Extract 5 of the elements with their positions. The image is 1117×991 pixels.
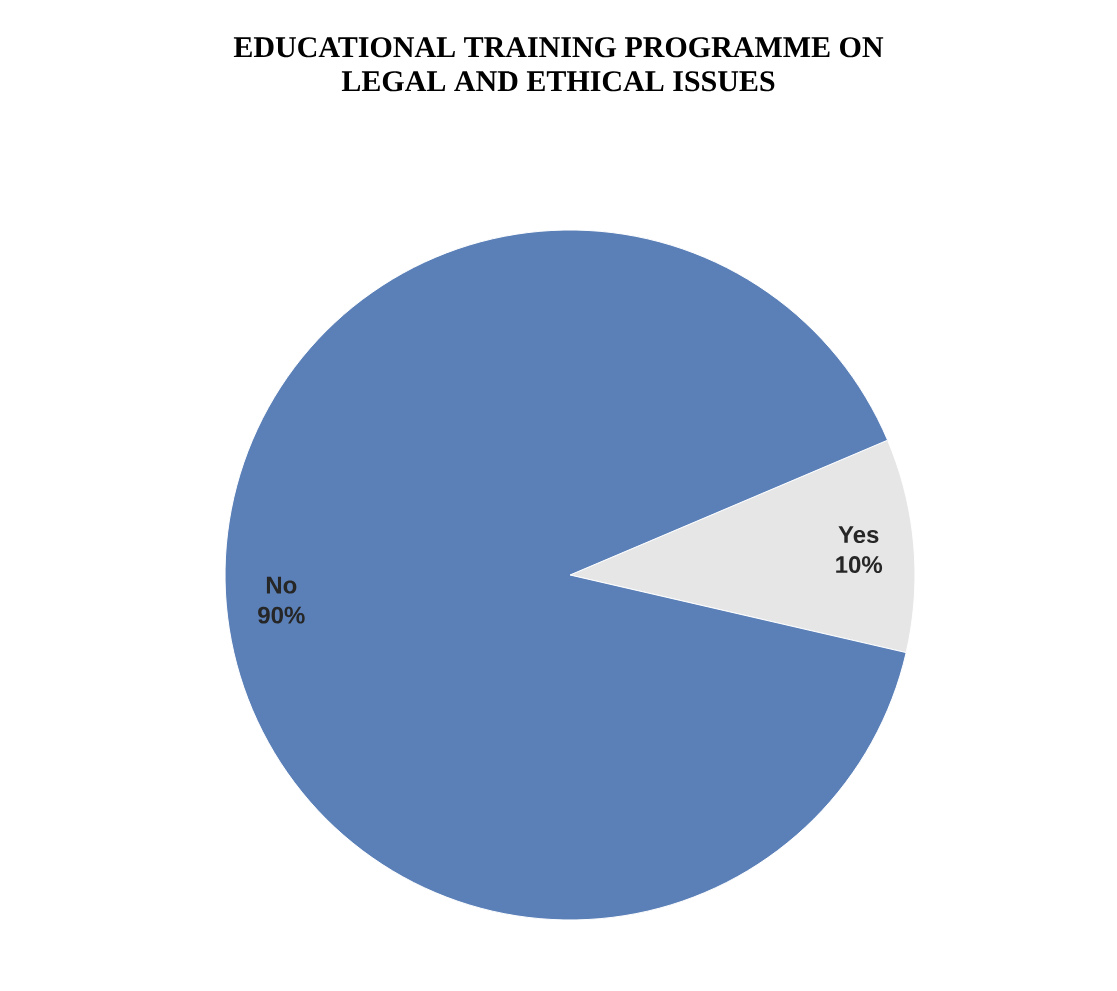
data-label: 90% — [258, 606, 305, 624]
slice-label: No — [266, 576, 297, 594]
chart-title: EDUCATIONAL TRAINING PROGRAMME ON LEGAL AND ETHICAL ISSUES — [233, 37, 884, 92]
data-label: 10% — [836, 556, 883, 574]
slice-label: Yes — [838, 526, 879, 544]
